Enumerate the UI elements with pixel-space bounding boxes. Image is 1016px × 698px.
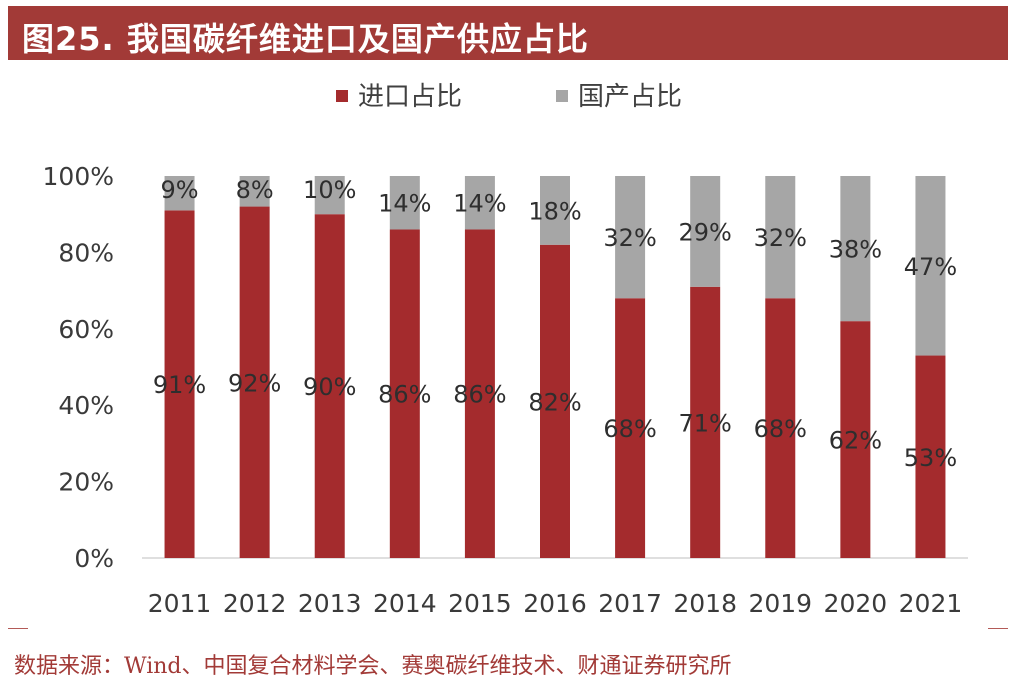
legend-label-1: 国产占比 (578, 82, 682, 112)
data-label-domestic: 10% (303, 176, 356, 204)
data-label-import: 62% (829, 427, 882, 455)
bar-import (314, 214, 345, 558)
source-note: 数据来源：Wind、中国复合材料学会、赛奥碳纤维技术、财通证券研究所 (14, 654, 732, 679)
y-tick-label: 20% (58, 468, 114, 497)
data-label-domestic: 14% (453, 190, 506, 218)
title-bar: 图25. 我国碳纤维进口及国产供应占比 (8, 6, 1008, 60)
bar-domestic (314, 176, 345, 215)
data-label-domestic: 9% (161, 176, 199, 204)
y-tick-label: 0% (74, 544, 114, 573)
footer-rule-left (8, 628, 28, 629)
data-label-import: 90% (303, 373, 356, 401)
x-tick-label: 2015 (448, 589, 512, 618)
bar-domestic (690, 176, 721, 287)
bar-domestic (615, 176, 646, 299)
y-tick-label: 40% (58, 391, 114, 420)
x-tick-label: 2014 (373, 589, 437, 618)
bar-import (615, 298, 646, 558)
x-tick-label: 2011 (148, 589, 212, 618)
bar-domestic (464, 176, 495, 230)
footer-rule-right (988, 628, 1008, 629)
data-label-domestic: 14% (378, 190, 431, 218)
x-tick-label: 2019 (748, 589, 812, 618)
data-label-domestic: 47% (904, 253, 957, 281)
bar-import (915, 355, 946, 558)
data-label-domestic: 32% (754, 224, 807, 252)
data-label-domestic: 38% (829, 236, 882, 264)
bar-import (690, 286, 721, 558)
y-tick-label: 60% (58, 315, 114, 344)
data-label-import: 68% (754, 415, 807, 443)
bar-import (540, 244, 570, 558)
data-label-domestic: 29% (679, 218, 732, 246)
data-label-import: 53% (904, 444, 957, 472)
data-label-domestic: 18% (528, 197, 581, 225)
x-tick-label: 2013 (298, 589, 362, 618)
data-label-domestic: 8% (236, 176, 274, 204)
bar-import (239, 206, 270, 558)
bar-import (464, 229, 495, 559)
x-tick-label: 2021 (899, 589, 963, 618)
data-label-import: 86% (378, 381, 431, 409)
data-label-import: 92% (228, 369, 281, 397)
x-tick-label: 2017 (598, 589, 662, 618)
bar-import (765, 298, 796, 558)
data-label-domestic: 32% (603, 224, 656, 252)
y-tick-label: 80% (58, 238, 114, 267)
bar-import (389, 229, 420, 559)
bar-domestic (540, 176, 570, 245)
y-tick-label: 100% (43, 162, 114, 191)
legend-swatch-0 (336, 90, 348, 102)
data-label-import: 86% (453, 381, 506, 409)
data-label-import: 82% (528, 388, 581, 416)
bar-domestic (915, 176, 946, 356)
legend-swatch-1 (556, 90, 568, 102)
legend-label-0: 进口占比 (358, 82, 462, 112)
bar-import (840, 321, 871, 558)
bar-domestic (164, 176, 195, 211)
x-tick-label: 2018 (673, 589, 737, 618)
x-tick-label: 2016 (523, 589, 587, 618)
data-label-import: 71% (679, 409, 732, 437)
bar-domestic (765, 176, 796, 299)
x-tick-label: 2020 (824, 589, 888, 618)
bar-domestic (840, 176, 871, 322)
bar-domestic (389, 176, 420, 230)
data-label-import: 68% (603, 415, 656, 443)
bar-import (164, 210, 195, 558)
chart-title: 图25. 我国碳纤维进口及国产供应占比 (22, 20, 589, 58)
bar-domestic (239, 176, 270, 207)
x-tick-label: 2012 (223, 589, 287, 618)
data-label-import: 91% (153, 371, 206, 399)
